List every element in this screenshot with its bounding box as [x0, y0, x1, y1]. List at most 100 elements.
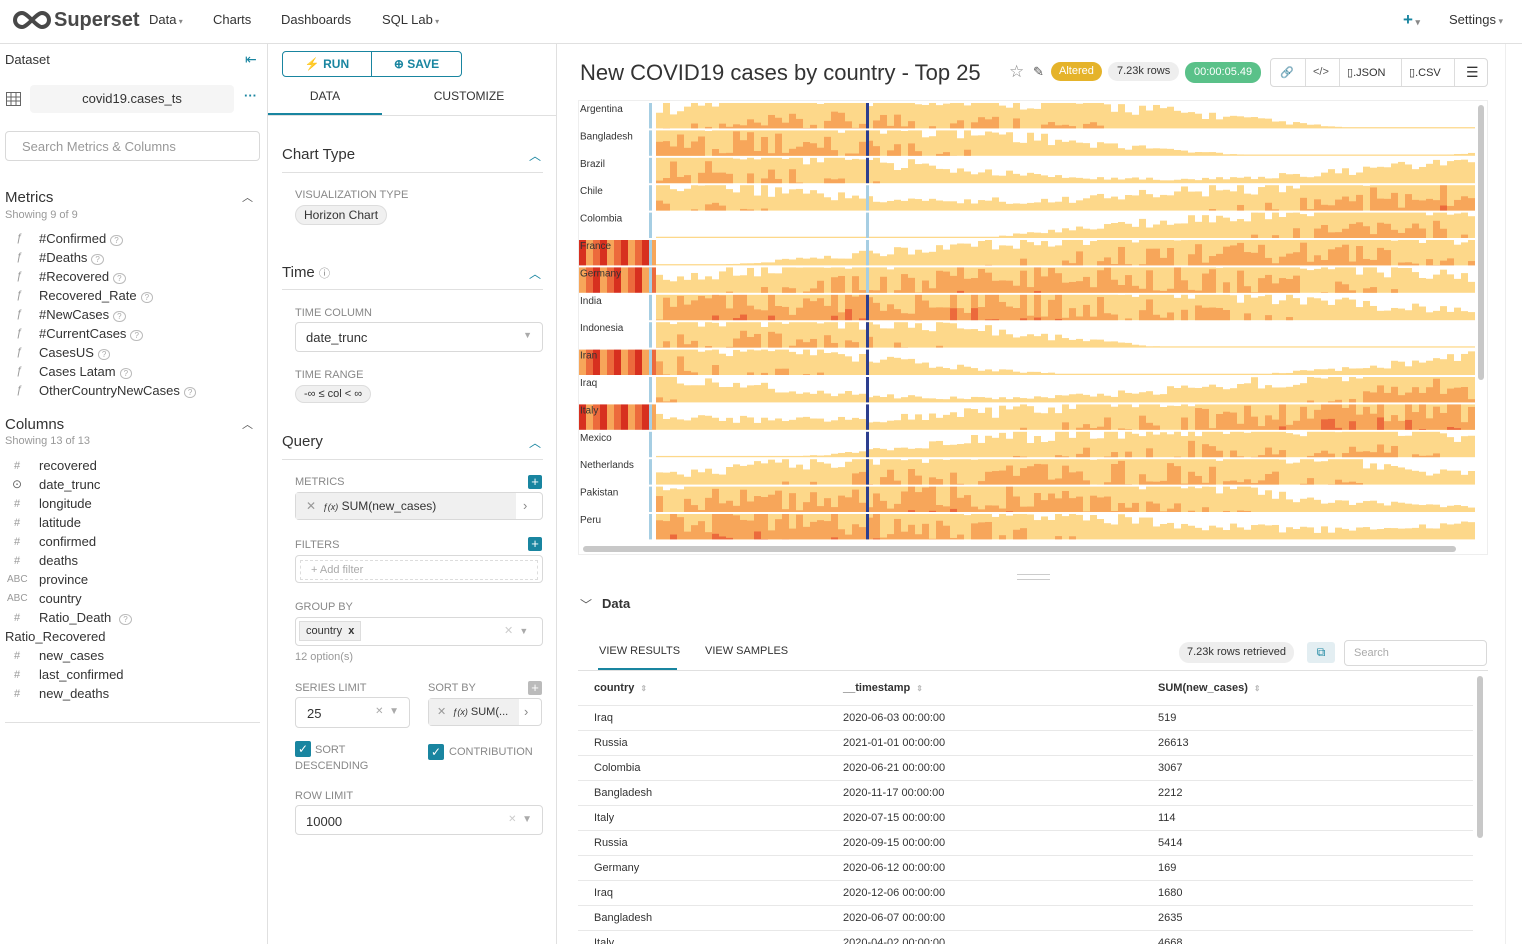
- time-range[interactable]: -∞ ≤ col < ∞: [295, 385, 372, 403]
- section-collapse[interactable]: ︿: [529, 436, 542, 450]
- save-button[interactable]: ⊕ SAVE: [371, 51, 462, 77]
- run-button[interactable]: ⚡ RUN: [282, 51, 372, 77]
- collapse-button[interactable]: ⇤: [245, 51, 257, 67]
- metric-item[interactable]: Cases Latam?: [39, 364, 133, 379]
- horizon-band: [712, 294, 719, 321]
- horizon-band: [1153, 434, 1160, 458]
- section-collapse[interactable]: ︿: [529, 267, 542, 281]
- horizon-band: [880, 256, 887, 266]
- column-item[interactable]: Ratio_Recovered: [5, 629, 106, 644]
- column-item[interactable]: latitude: [39, 515, 81, 530]
- column-item[interactable]: province: [39, 572, 89, 587]
- nav-item[interactable]: Dashboards: [281, 12, 351, 27]
- edit-icon[interactable]: ✎: [1033, 64, 1044, 79]
- v-scrollbar[interactable]: [1478, 105, 1484, 380]
- horizon-band: [782, 103, 789, 129]
- series-limit-select[interactable]: 25 ✕ ▼: [295, 697, 410, 728]
- column-header[interactable]: country ⇕: [594, 682, 648, 694]
- columns-collapse[interactable]: ︿: [242, 419, 253, 431]
- tab-samples[interactable]: VIEW SAMPLES: [705, 645, 789, 657]
- json-button[interactable]: ▯.JSON: [1347, 67, 1386, 79]
- horizon-band: [1454, 307, 1461, 321]
- tab-data[interactable]: DATA: [309, 89, 341, 103]
- link-button[interactable]: 🔗: [1280, 67, 1294, 79]
- column-item[interactable]: longitude: [39, 496, 92, 511]
- horizon-band: [1314, 212, 1321, 238]
- horizon-band: [866, 236, 873, 238]
- viz-type[interactable]: Horizon Chart: [295, 205, 388, 225]
- sort-tag[interactable]: ✕ ƒ(x) SUM(...: [429, 699, 519, 725]
- sort-open[interactable]: ›: [524, 704, 529, 719]
- column-item[interactable]: country: [39, 591, 82, 606]
- checkbox[interactable]: ✓: [428, 744, 444, 760]
- horizon-band: [684, 370, 691, 375]
- nav-item[interactable]: SQL Lab ▾: [382, 12, 440, 27]
- column-header[interactable]: SUM(new_cases) ⇕: [1158, 682, 1261, 694]
- embed-button[interactable]: </>: [1313, 66, 1329, 78]
- favorite-star[interactable]: ☆: [1009, 62, 1025, 81]
- table-scrollbar[interactable]: [1477, 676, 1483, 838]
- metric-item[interactable]: #Recovered?: [39, 269, 126, 284]
- horizon-band: [1398, 377, 1405, 403]
- column-item[interactable]: new_deaths: [39, 686, 110, 701]
- metric-item[interactable]: #Deaths?: [39, 250, 104, 265]
- metric-open[interactable]: ›: [523, 498, 528, 513]
- filter-box[interactable]: + Add filter: [295, 555, 543, 583]
- altered-badge[interactable]: Altered: [1051, 62, 1102, 81]
- add-metric[interactable]: +: [528, 475, 542, 489]
- metric-tag[interactable]: ✕ ƒ(x) SUM(new_cases): [296, 493, 516, 519]
- tab-customize[interactable]: CUSTOMIZE: [433, 89, 505, 103]
- brand[interactable]: Superset: [54, 9, 140, 31]
- horizon-band: [1020, 233, 1027, 238]
- column-item[interactable]: last_confirmed: [39, 667, 124, 682]
- metric-item[interactable]: #CurrentCases?: [39, 326, 143, 341]
- column-item[interactable]: Ratio_Death?: [39, 610, 132, 625]
- metric-item[interactable]: #Confirmed?: [39, 231, 123, 246]
- horizon-band: [810, 322, 817, 348]
- nav-item[interactable]: Charts: [213, 12, 251, 27]
- column-item[interactable]: date_trunc: [39, 477, 101, 492]
- horizon-band: [929, 331, 936, 348]
- horizon-band: [1188, 254, 1195, 266]
- horizon-band: [810, 236, 817, 238]
- h-scrollbar[interactable]: [583, 546, 1456, 552]
- settings-menu[interactable]: Settings ▾: [1449, 12, 1504, 27]
- horizon-band: [1328, 459, 1335, 485]
- resize-handle[interactable]: [1017, 574, 1050, 580]
- horizon-band: [1006, 486, 1013, 512]
- menu-button[interactable]: ☰: [1466, 64, 1479, 80]
- column-item[interactable]: deaths: [39, 553, 79, 568]
- horizon-band: [894, 459, 901, 485]
- csv-button[interactable]: ▯.CSV: [1409, 67, 1441, 79]
- add-filter[interactable]: +: [528, 537, 542, 551]
- search-input[interactable]: Search Metrics & Columns: [5, 131, 260, 161]
- nav-item[interactable]: Data ▾: [149, 12, 183, 27]
- metric-item[interactable]: CasesUS?: [39, 345, 111, 360]
- column-item[interactable]: recovered: [39, 458, 97, 473]
- copy-button[interactable]: ⧉: [1307, 642, 1335, 663]
- horizon-band: [1237, 242, 1244, 266]
- checkbox[interactable]: ✓: [295, 741, 311, 757]
- sort-by-box[interactable]: ✕ ƒ(x) SUM(... ›: [428, 698, 542, 726]
- column-item[interactable]: new_cases: [39, 648, 105, 663]
- horizon-band: [1223, 481, 1230, 485]
- dataset-name[interactable]: covid19.cases_ts: [30, 85, 234, 113]
- dataset-menu[interactable]: ···: [244, 88, 257, 103]
- metric-item[interactable]: OtherCountryNewCases?: [39, 383, 197, 398]
- metrics-collapse[interactable]: ︿: [242, 192, 253, 204]
- tab-results[interactable]: VIEW RESULTS: [599, 645, 681, 657]
- results-search[interactable]: Search: [1344, 640, 1487, 666]
- metric-box[interactable]: ✕ ƒ(x) SUM(new_cases) ›: [295, 492, 543, 520]
- groupby-tag[interactable]: country x: [299, 621, 362, 641]
- metric-item[interactable]: #NewCases?: [39, 307, 126, 322]
- row-limit-select[interactable]: 10000 ✕ ▼: [295, 805, 543, 835]
- groupby-select[interactable]: country x ✕ ▼: [295, 617, 543, 646]
- add-sort[interactable]: +: [528, 681, 542, 695]
- data-collapse[interactable]: ﹀: [580, 598, 593, 612]
- column-header[interactable]: __timestamp ⇕: [843, 682, 923, 694]
- metric-item[interactable]: Recovered_Rate?: [39, 288, 154, 303]
- column-item[interactable]: confirmed: [39, 534, 97, 549]
- section-collapse[interactable]: ︿: [529, 149, 542, 163]
- new-button[interactable]: + ▾: [1403, 10, 1420, 29]
- time-column-select[interactable]: date_trunc ▼: [295, 322, 543, 352]
